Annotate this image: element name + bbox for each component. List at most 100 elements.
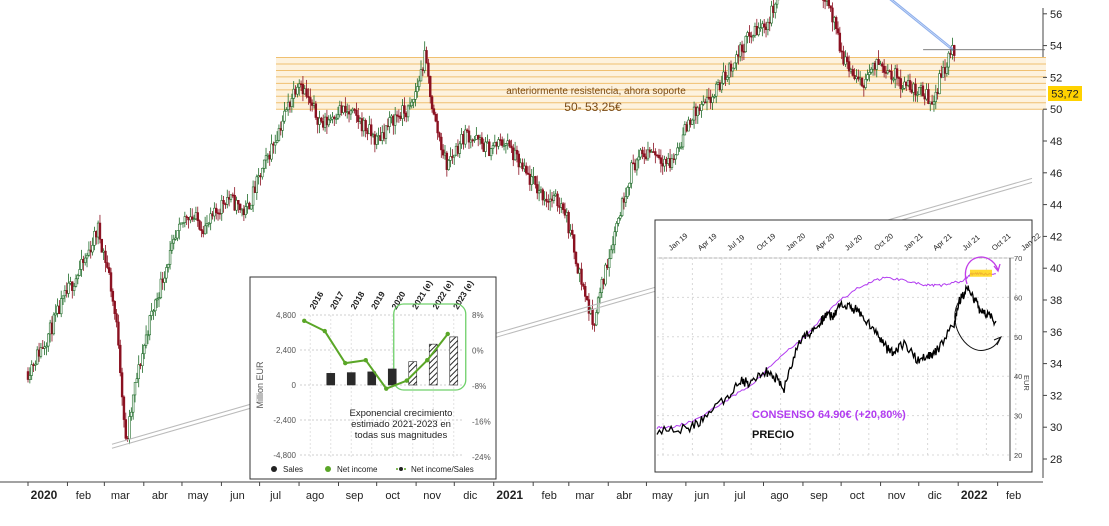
- candle: [207, 222, 211, 228]
- candle: [39, 343, 43, 359]
- inset-y-tick-label: 30: [1014, 412, 1022, 421]
- candle: [696, 105, 699, 124]
- candle: [91, 237, 94, 256]
- time-tick-label: dic: [928, 490, 943, 502]
- candle: [305, 79, 308, 99]
- candle: [111, 288, 115, 307]
- candle: [425, 46, 428, 64]
- candle: [480, 132, 484, 150]
- candle: [109, 267, 113, 298]
- price-tick-label: 36: [1050, 327, 1062, 339]
- candle: [159, 271, 163, 300]
- candle: [921, 81, 925, 97]
- candle: [275, 131, 279, 144]
- candle: [635, 158, 639, 176]
- candle: [226, 189, 229, 209]
- inset-y-tick-label: 50: [1014, 333, 1022, 342]
- candle: [334, 113, 338, 124]
- candle: [353, 108, 356, 114]
- inset-y-axis-label: EUR: [1022, 375, 1031, 391]
- candle: [181, 222, 185, 228]
- candle: [30, 360, 33, 380]
- inset-y-tick-label: 60: [1014, 293, 1022, 302]
- candle: [406, 104, 410, 122]
- candle: [711, 93, 714, 111]
- candle: [296, 83, 299, 98]
- candle: [146, 330, 150, 345]
- candle: [436, 113, 439, 140]
- sales-bar: [346, 372, 356, 386]
- candle: [502, 138, 506, 151]
- candle: [870, 67, 873, 75]
- candle: [191, 208, 194, 222]
- candle: [60, 290, 63, 318]
- candle: [659, 149, 663, 173]
- candle: [547, 194, 550, 211]
- candle: [262, 159, 266, 173]
- candle: [285, 107, 288, 112]
- candle: [329, 114, 332, 124]
- candle: [643, 146, 646, 164]
- left-tick-label: -4,800: [273, 451, 296, 460]
- candle: [598, 287, 602, 305]
- candle: [179, 222, 183, 225]
- price-tick-label: 46: [1050, 168, 1062, 180]
- right-tick-label: 0%: [472, 347, 484, 356]
- time-tick-label: oct: [850, 490, 865, 502]
- candle: [916, 91, 919, 103]
- candle: [703, 98, 707, 104]
- candle: [427, 58, 430, 84]
- candle: [646, 141, 650, 162]
- candle: [170, 234, 174, 254]
- candle: [576, 262, 580, 275]
- candle: [165, 264, 168, 283]
- candle: [281, 115, 284, 138]
- candle: [770, 0, 773, 27]
- candle: [766, 18, 770, 36]
- candle: [47, 333, 50, 352]
- candle: [120, 367, 124, 406]
- candle: [157, 292, 161, 308]
- candle: [100, 238, 104, 253]
- time-tick-label: abr: [616, 490, 632, 502]
- candle: [477, 134, 480, 147]
- inset-annotation: Exponencial crecimiento: [350, 408, 453, 419]
- candle: [624, 187, 628, 207]
- price-tick-label: 48: [1050, 136, 1062, 148]
- candle: [465, 128, 469, 133]
- candle: [277, 124, 281, 142]
- time-tick-label: 2020: [31, 488, 58, 502]
- candle: [497, 137, 500, 150]
- candle: [731, 67, 735, 78]
- candle: [687, 116, 690, 132]
- candle: [52, 312, 56, 336]
- candle: [488, 139, 491, 157]
- candle: [740, 40, 744, 61]
- candle: [489, 147, 493, 161]
- left-tick-label: 0: [292, 381, 297, 390]
- candle: [80, 249, 83, 277]
- candle: [261, 167, 264, 180]
- candle: [453, 154, 456, 165]
- candle: [604, 262, 607, 287]
- candle: [537, 181, 541, 202]
- time-tick-label: nov: [423, 490, 441, 502]
- candle: [192, 214, 196, 222]
- candle: [178, 217, 181, 240]
- price-arrowhead: [993, 336, 1003, 346]
- candle: [78, 260, 81, 277]
- candle: [209, 207, 212, 231]
- time-tick-label: jul: [734, 490, 746, 502]
- time-tick-label: 2021: [496, 488, 523, 502]
- candle: [619, 211, 622, 221]
- candle: [679, 141, 683, 150]
- candle: [458, 141, 461, 159]
- candle: [395, 110, 399, 123]
- candle: [429, 75, 432, 104]
- candle: [882, 59, 886, 78]
- candle: [500, 136, 504, 148]
- candle: [584, 281, 587, 302]
- price-arrow: [954, 299, 1001, 351]
- consensus-series-line: [656, 271, 996, 430]
